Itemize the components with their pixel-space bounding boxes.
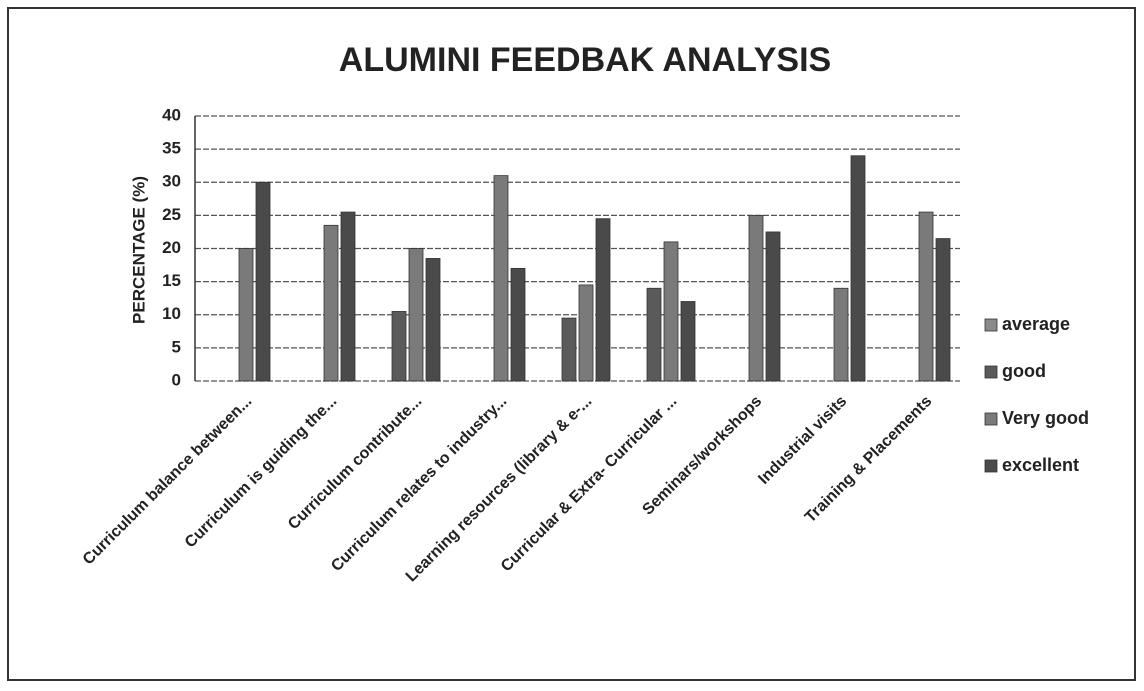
bar: [255, 181, 271, 382]
x-tick-label: Curriculum relates to industry...: [328, 393, 510, 575]
y-tick-label: 40: [162, 105, 181, 124]
legend-label: Very good: [1002, 408, 1089, 428]
x-tick-label: Learning resources (library & e-...: [403, 393, 595, 585]
y-tick-label: 15: [162, 271, 181, 290]
bar: [748, 214, 764, 382]
bar: [663, 241, 679, 382]
bar: [850, 155, 866, 382]
bar: [918, 211, 934, 382]
bar: [510, 267, 526, 382]
y-tick-label: 0: [172, 370, 181, 389]
bar: [323, 224, 339, 382]
chart-title: ALUMINI FEEDBAK ANALYSIS: [339, 41, 831, 79]
legend-label: excellent: [1002, 455, 1079, 475]
bar: [561, 317, 577, 382]
y-tick-label: 25: [162, 205, 181, 224]
legend-swatch: [984, 459, 998, 473]
y-axis-label: PERCENTAGE (%): [129, 176, 148, 324]
bar: [493, 175, 509, 382]
y-tick-label: 30: [162, 172, 181, 191]
bar: [408, 248, 424, 382]
bar: [646, 287, 662, 382]
bar: [238, 248, 254, 382]
bar: [765, 231, 781, 382]
bar: [340, 211, 356, 382]
y-tick-label: 10: [162, 304, 181, 323]
legend-swatch: [984, 318, 998, 332]
bar: [680, 301, 696, 382]
bar: [578, 284, 594, 382]
bar: [935, 238, 951, 382]
x-tick-label: Curriculum balance between...: [80, 393, 255, 568]
x-tick-label: Curricular & Extra- Curricular ...: [498, 393, 680, 575]
chart-border: [7, 7, 1136, 681]
bar: [391, 311, 407, 382]
y-tick-label: 5: [172, 337, 181, 356]
legend-label: average: [1002, 314, 1070, 334]
legend-label: good: [1002, 361, 1046, 381]
legend-swatch: [984, 365, 998, 379]
x-tick-label: Curriculum is guiding the...: [182, 393, 340, 551]
y-tick-label: 35: [162, 139, 181, 158]
bar: [425, 258, 441, 382]
y-tick-label: 20: [162, 238, 181, 257]
x-tick-label: Industrial visits: [755, 393, 850, 488]
bar: [833, 287, 849, 382]
legend-swatch: [984, 412, 998, 426]
bar: [595, 218, 611, 382]
